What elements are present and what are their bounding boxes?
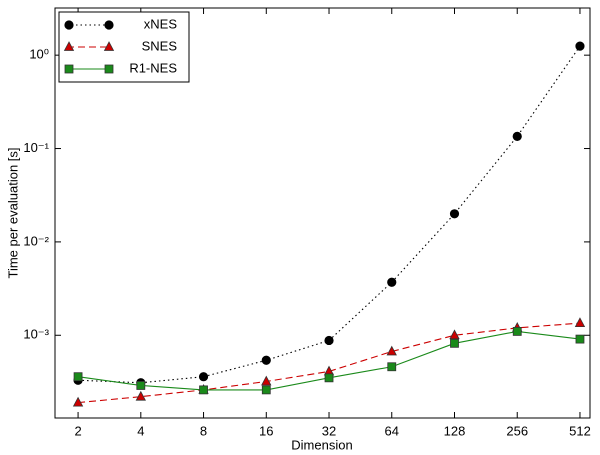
x-tick-label: 2 [74, 423, 81, 438]
marker [574, 317, 586, 328]
marker [63, 41, 75, 51]
marker [261, 375, 272, 386]
y-axis-label: Time per evaluation [s] [5, 147, 20, 278]
x-tick-label: 256 [506, 423, 528, 438]
plot-frame [54, 7, 591, 419]
marker [261, 355, 271, 365]
y-tick-label: 10⁻³ [23, 327, 49, 342]
marker [136, 381, 146, 390]
marker [386, 345, 397, 356]
marker [324, 373, 334, 383]
marker [72, 396, 84, 407]
marker [512, 327, 522, 336]
marker [512, 131, 522, 141]
x-tick-label: 32 [322, 423, 336, 438]
marker [64, 64, 74, 74]
marker [387, 362, 397, 372]
marker [324, 335, 334, 346]
marker [104, 64, 114, 74]
marker [73, 372, 83, 382]
marker [387, 277, 397, 287]
marker [450, 338, 459, 348]
marker [449, 209, 460, 219]
marker [198, 372, 209, 382]
x-tick-label: 128 [444, 423, 466, 438]
marker [575, 41, 585, 51]
x-tick-label: 4 [137, 423, 144, 438]
marker [135, 390, 146, 401]
marker [64, 20, 74, 30]
x-tick-label: 16 [259, 423, 273, 438]
legend: xNES SNES R1-NES [58, 11, 190, 83]
x-tick-label: 64 [385, 423, 399, 438]
y-tick-label: 10⁻¹ [23, 140, 49, 155]
marker [575, 334, 585, 344]
marker [449, 329, 460, 340]
y-tick-label: 10⁰ [29, 47, 49, 62]
x-tick-label: 512 [569, 423, 591, 438]
x-axis-label: Dimension [291, 437, 352, 452]
series-line [78, 322, 581, 404]
legend-label: xNES [144, 16, 178, 31]
marker [103, 41, 115, 51]
legend-label: SNES [142, 38, 178, 53]
series-line [78, 45, 581, 384]
legend-label: R1-NES [129, 60, 177, 75]
marker [199, 385, 208, 395]
marker [104, 20, 114, 30]
marker [261, 385, 271, 395]
y-tick-label: 10⁻² [23, 233, 49, 248]
x-tick-label: 8 [200, 423, 207, 438]
